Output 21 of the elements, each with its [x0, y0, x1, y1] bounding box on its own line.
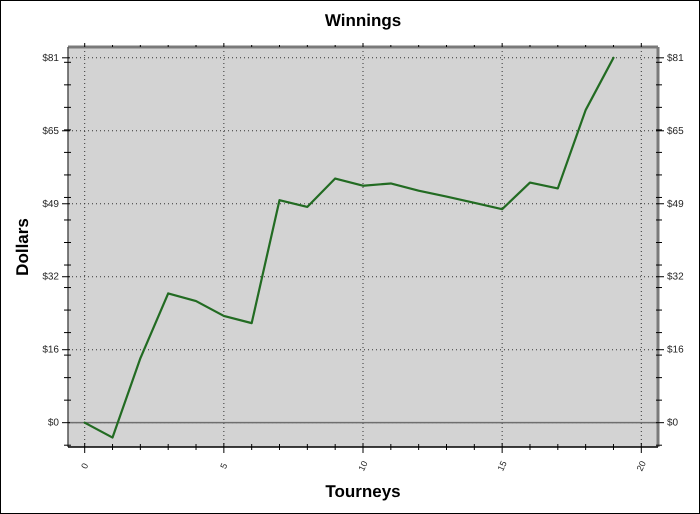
y-tick-label: $32	[42, 271, 60, 282]
x-tick-label: 0	[79, 462, 90, 470]
line-series	[84, 56, 615, 439]
x-axis-title: Tourneys	[325, 482, 401, 501]
y-tick-label: $81	[42, 52, 60, 64]
y-tick-label: $0	[48, 417, 60, 428]
y2-tick-label: $65	[667, 125, 684, 136]
y2-tick-label: $81	[667, 52, 684, 64]
y2-tick-label: $32	[667, 271, 684, 282]
y2-tick-label: $49	[667, 198, 684, 210]
y2-tick-label: $0	[667, 417, 679, 428]
x-tick-label: 5	[218, 462, 230, 470]
y2-tick-label: $16	[667, 344, 684, 356]
chart-title: Winnings	[324, 11, 402, 30]
y-axis-title: Dollars	[13, 218, 32, 276]
y-tick-label: $16	[42, 344, 60, 356]
x-tick-label: 20	[634, 459, 648, 473]
x-tick-label: 15	[496, 459, 509, 473]
y-tick-label: $49	[42, 198, 60, 210]
y-tick-label: $65	[42, 125, 60, 136]
x-tick-label: 10	[356, 459, 370, 473]
